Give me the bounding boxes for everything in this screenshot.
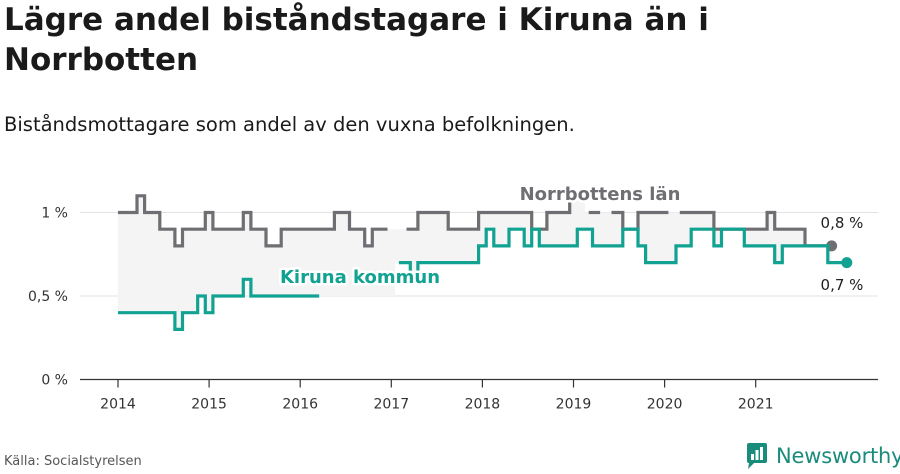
end-label-norrbotten-halo: 0,8 % [821, 214, 864, 232]
x-tick-label: 2015 [191, 397, 227, 413]
series-label-kiruna: Kiruna kommun [280, 267, 440, 288]
x-tick-label: 2021 [738, 397, 774, 413]
x-tick-label: 2016 [282, 397, 318, 413]
chart-title: Lägre andel biståndstagare i Kiruna än i… [4, 2, 709, 78]
series-label-kiruna-halo: Kiruna kommun [280, 267, 440, 288]
x-tick-label: 2020 [647, 397, 683, 413]
x-tick-label: 2019 [556, 397, 592, 413]
y-tick-label: 0,5 % [28, 289, 68, 305]
series-line [118, 194, 388, 248]
newsworthy-logo-icon [747, 443, 767, 469]
series-1 [118, 227, 853, 331]
end-label-norrbotten: 0,8 % [821, 214, 864, 232]
series-lines [118, 194, 853, 331]
source-note: Källa: Socialstyrelsen [4, 454, 142, 469]
series-line [406, 194, 578, 231]
x-tick-label: 2017 [373, 397, 409, 413]
series-end-dot [841, 257, 853, 269]
x-axis [80, 378, 878, 388]
end-label-kiruna: 0,7 % [821, 276, 864, 294]
chart-subtitle: Biståndsmottagare som andel av den vuxna… [4, 113, 575, 136]
series-line [679, 210, 836, 248]
series-0 [118, 194, 838, 252]
y-tick-label: 0 % [41, 373, 68, 389]
chart-labels: 0 % 0,5 % 1 % 2014 2015 2016 2017 2018 2019 2020 2… [28, 182, 866, 413]
end-label-kiruna-halo: 0,7 % [821, 276, 864, 294]
x-tick-label: 2018 [465, 397, 501, 413]
y-tick-label: 1 % [41, 206, 68, 222]
line-chart: 0 % 0,5 % 1 % 2014 2015 2016 2017 2018 2019 2020 2… [27, 182, 878, 413]
series-label-norrbotten: Norrbottens län [520, 184, 681, 205]
series-line [118, 277, 320, 331]
brand-name: Newsworthy [776, 444, 900, 468]
series-label-norrbotten-halo: Norrbottens län [520, 184, 681, 205]
x-tick-label: 2014 [100, 397, 136, 413]
brand-logo: Newsworthy [745, 440, 900, 472]
series-line [398, 227, 851, 281]
